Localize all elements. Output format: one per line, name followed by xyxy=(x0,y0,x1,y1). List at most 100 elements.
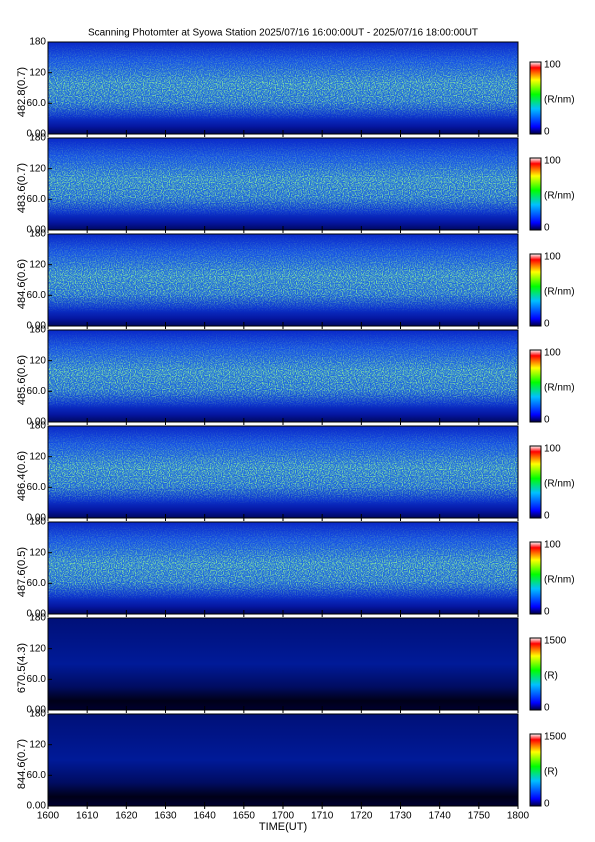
y-tick-label: 180 xyxy=(29,37,46,48)
heatmap-speckle xyxy=(48,138,518,230)
heatmap-noise xyxy=(48,138,518,230)
heatmap-speckle xyxy=(48,330,518,422)
x-tick-label: 1600 xyxy=(37,811,60,822)
colorbar xyxy=(529,253,542,327)
x-tick-label: 1730 xyxy=(389,811,412,822)
heatmap-noise xyxy=(48,42,518,134)
chart-title: Scanning Photomter at Syowa Station 2025… xyxy=(88,28,478,39)
x-tick-label: 1700 xyxy=(272,811,295,822)
y-tick-label: 180 xyxy=(29,517,46,528)
colorbar-tick-label: 100 xyxy=(544,252,561,263)
colorbar-label: (R/nm) xyxy=(544,95,575,106)
y-axis-label: 482.8(0.7) xyxy=(16,67,28,117)
x-tick-label: 1650 xyxy=(233,811,256,822)
y-axis-label: 486.4(0.6) xyxy=(16,451,28,501)
y-axis-label: 670.5(4.3) xyxy=(16,643,28,693)
x-axis-label: TIME(UT) xyxy=(259,821,307,833)
colorbar xyxy=(529,349,542,423)
heatmap-noise xyxy=(48,522,518,614)
y-tick-label: 120 xyxy=(29,259,46,270)
colorbar-tick-label: 0 xyxy=(544,511,550,522)
heatmap-noise xyxy=(48,426,518,518)
colorbar-label: (R/nm) xyxy=(544,479,575,490)
heatmap-speckle xyxy=(48,234,518,326)
colorbar-tick-label: 1500 xyxy=(544,732,567,743)
y-tick-label: 60.0 xyxy=(27,98,47,109)
colorbar-label: (R) xyxy=(544,671,558,682)
x-tick-label: 1710 xyxy=(311,811,334,822)
colorbar-tick-label: 100 xyxy=(544,156,561,167)
x-tick-label: 1800 xyxy=(507,811,530,822)
y-tick-label: 60.0 xyxy=(27,770,47,781)
colorbar-tick-label: 0 xyxy=(544,319,550,330)
colorbar xyxy=(529,733,542,807)
y-axis-label: 487.6(0.5) xyxy=(16,547,28,597)
colorbar-label: (R/nm) xyxy=(544,575,575,586)
x-tick-label: 1750 xyxy=(468,811,491,822)
heatmap-speckle xyxy=(48,522,518,614)
y-tick-label: 120 xyxy=(29,739,46,750)
colorbar xyxy=(529,61,542,135)
y-tick-label: 0.00 xyxy=(27,513,47,524)
heatmap-noise xyxy=(48,330,518,422)
y-tick-label: 120 xyxy=(29,163,46,174)
y-tick-label: 0.00 xyxy=(27,225,47,236)
colorbar-tick-label: 0 xyxy=(544,703,550,714)
colorbar-label: (R/nm) xyxy=(544,287,575,298)
y-tick-label: 0.00 xyxy=(27,801,47,812)
colorbar-tick-label: 0 xyxy=(544,607,550,618)
y-tick-label: 0.00 xyxy=(27,321,47,332)
colorbar xyxy=(529,157,542,231)
colorbar-tick-label: 0 xyxy=(544,223,550,234)
colorbar xyxy=(529,637,542,711)
y-tick-label: 180 xyxy=(29,613,46,624)
colorbar-label: (R) xyxy=(544,767,558,778)
colorbar-tick-label: 0 xyxy=(544,127,550,138)
colorbar-tick-label: 100 xyxy=(544,348,561,359)
y-tick-label: 0.00 xyxy=(27,417,47,428)
y-tick-label: 180 xyxy=(29,421,46,432)
colorbar xyxy=(529,445,542,519)
colorbar-tick-label: 0 xyxy=(544,799,550,810)
x-tick-label: 1640 xyxy=(194,811,217,822)
colorbar-tick-label: 100 xyxy=(544,60,561,71)
colorbar-tick-label: 100 xyxy=(544,540,561,551)
y-tick-label: 0.00 xyxy=(27,705,47,716)
y-tick-label: 60.0 xyxy=(27,482,47,493)
y-tick-label: 60.0 xyxy=(27,194,47,205)
y-tick-label: 120 xyxy=(29,547,46,558)
x-tick-label: 1610 xyxy=(76,811,99,822)
colorbar-label: (R/nm) xyxy=(544,191,575,202)
heatmap-speckle xyxy=(48,42,518,134)
x-tick-label: 1720 xyxy=(350,811,373,822)
colorbar-label: (R/nm) xyxy=(544,383,575,394)
heatmap xyxy=(48,618,518,710)
y-tick-label: 180 xyxy=(29,229,46,240)
colorbar xyxy=(529,541,542,615)
colorbar-tick-label: 0 xyxy=(544,415,550,426)
y-axis-label: 484.6(0.6) xyxy=(16,259,28,309)
y-tick-label: 120 xyxy=(29,355,46,366)
y-tick-label: 60.0 xyxy=(27,386,47,397)
y-axis-label: 485.6(0.6) xyxy=(16,355,28,405)
heatmap xyxy=(48,714,518,806)
y-tick-label: 180 xyxy=(29,325,46,336)
y-tick-label: 120 xyxy=(29,67,46,78)
colorbar-tick-label: 1500 xyxy=(544,636,567,647)
y-tick-label: 60.0 xyxy=(27,578,47,589)
y-tick-label: 0.00 xyxy=(27,129,47,140)
y-tick-label: 180 xyxy=(29,133,46,144)
y-axis-label: 844.6(0.7) xyxy=(16,739,28,789)
y-tick-label: 60.0 xyxy=(27,290,47,301)
x-tick-label: 1740 xyxy=(429,811,452,822)
colorbar-tick-label: 100 xyxy=(544,444,561,455)
y-tick-label: 0.00 xyxy=(27,609,47,620)
x-tick-label: 1630 xyxy=(154,811,177,822)
heatmap-noise xyxy=(48,234,518,326)
y-tick-label: 60.0 xyxy=(27,674,47,685)
heatmap-speckle xyxy=(48,426,518,518)
y-tick-label: 180 xyxy=(29,709,46,720)
y-axis-label: 483.6(0.7) xyxy=(16,163,28,213)
